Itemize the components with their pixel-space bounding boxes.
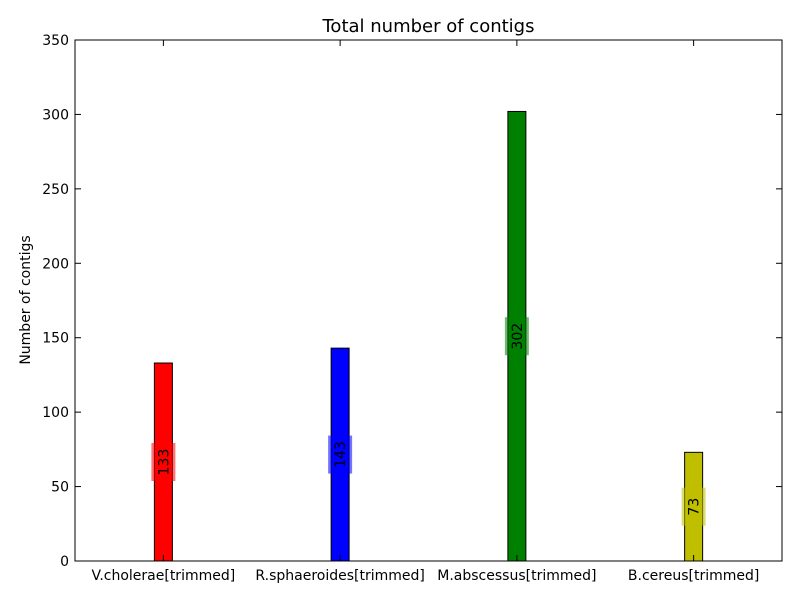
x-tick-label: V.cholerae[trimmed]	[92, 568, 236, 584]
data-label-box	[328, 435, 353, 474]
data-label: 143	[333, 441, 349, 468]
y-tick-label: 250	[42, 182, 69, 198]
plot-frame	[74, 39, 783, 562]
data-label: 302	[510, 323, 526, 350]
x-tick-label: R.sphaeroides[trimmed]	[255, 568, 424, 584]
data-label: 73	[687, 498, 703, 516]
y-tick-label: 0	[60, 554, 69, 570]
y-tick-label: 100	[42, 405, 69, 421]
data-label: 133	[156, 449, 172, 476]
data-label-box	[504, 317, 529, 356]
y-tick-label: 350	[42, 33, 69, 49]
plot-area: 0 50 100 150 200 250 300 350 V.cholerae[trimmed]…	[42, 33, 782, 584]
x-tick-label: M.abscessus[trimmed]	[437, 568, 596, 584]
y-tick-label: 300	[42, 107, 69, 123]
data-label-box	[681, 487, 706, 526]
chart-title: Total number of contigs	[322, 16, 535, 37]
y-tick-label: 50	[51, 480, 69, 496]
y-axis-label: Number of contigs	[18, 235, 34, 364]
data-label-box	[151, 443, 176, 482]
y-tick-label: 150	[42, 331, 69, 347]
x-tick-label: B.cereus[trimmed]	[628, 568, 759, 584]
y-tick-label: 200	[42, 256, 69, 272]
